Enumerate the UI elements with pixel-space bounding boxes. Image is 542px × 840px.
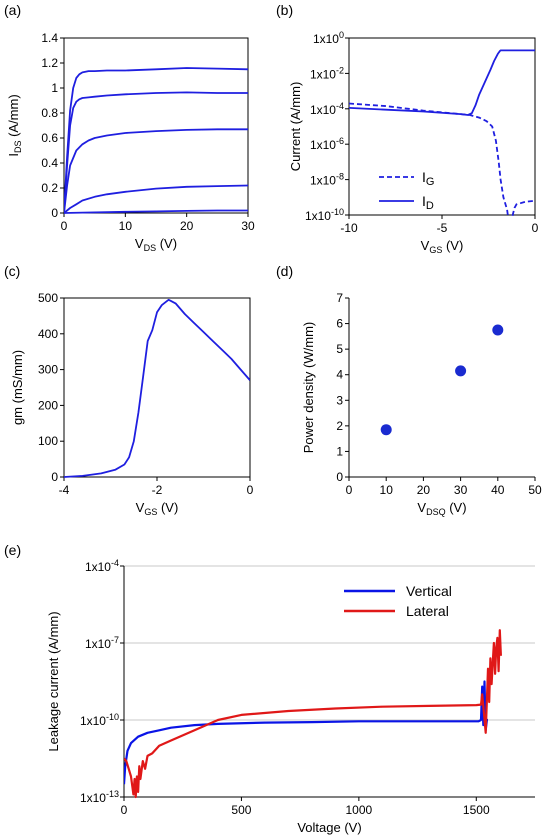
y-tick-label: 1x10-2 <box>310 65 344 81</box>
y-tick-label: 1x10-7 <box>85 635 119 651</box>
plot-area <box>380 324 504 436</box>
y-tick-label: 1.4 <box>41 31 58 45</box>
y-tick-label: 0.8 <box>41 106 58 120</box>
y-tick-label: 0.2 <box>41 181 58 195</box>
panel-d: (d) 0 10 20 30 40 50 0 1 2 3 4 5 6 7 VDSQ (V) Power dens… <box>276 263 542 517</box>
series-line-4 <box>64 184 248 214</box>
legend-label: Vertical <box>406 583 452 599</box>
data-point <box>492 324 504 336</box>
panel-label: (d) <box>276 263 293 279</box>
x-axis-label: VDS (V) <box>135 236 177 253</box>
x-axis-label: VDSQ (V) <box>417 500 466 517</box>
series-line-5 <box>64 209 248 214</box>
panel-label: (a) <box>4 2 21 18</box>
legend-label: ID <box>422 193 434 212</box>
plot-frame <box>63 37 249 214</box>
y-tick-label: 6 <box>336 317 343 331</box>
x-tick-label: 0 <box>247 483 254 497</box>
series-line-2 <box>349 49 535 116</box>
y-axis-label: IDS (A/mm) <box>6 94 23 156</box>
y-tick-label: 4 <box>336 368 343 382</box>
legend-label: IG <box>422 169 434 188</box>
x-axis-label: VGS (V) <box>136 500 179 517</box>
y-tick-label: 1x10-8 <box>310 172 344 188</box>
series-line-1 <box>349 102 535 217</box>
x-tick-label: 10 <box>119 219 133 233</box>
panel-label: (e) <box>4 542 21 558</box>
x-tick-label: 1500 <box>463 803 490 817</box>
x-tick-label: -10 <box>340 221 358 235</box>
panel-label: (c) <box>4 263 20 279</box>
x-tick-label: 0 <box>532 221 539 235</box>
y-tick-label: 1x10-10 <box>80 712 119 728</box>
y-axis-label: Current (A/mm) <box>288 82 303 172</box>
y-tick-label: 1x10-4 <box>85 558 119 574</box>
x-tick-label: 20 <box>417 483 431 497</box>
y-tick-label: 500 <box>38 291 58 305</box>
x-tick-label: 40 <box>491 483 505 497</box>
panel-c: (c) -4 -2 0 0 100 200 300 400 500 VGS (V) gm (mS/mm… <box>4 263 254 517</box>
x-tick-label: -4 <box>59 483 70 497</box>
series-line-2 <box>124 629 502 799</box>
y-tick-label: 0.6 <box>41 131 58 145</box>
plot-area <box>64 298 250 478</box>
y-tick-label: 0 <box>51 206 58 220</box>
y-tick-label: 1 <box>51 81 58 95</box>
y-tick-label: 1x100 <box>313 30 344 46</box>
y-axis-label: Power density (W/mm) <box>301 322 316 453</box>
x-tick-label: 20 <box>180 219 194 233</box>
y-tick-label: 0 <box>51 470 58 484</box>
data-point <box>455 365 467 377</box>
y-tick-label: 1x10-10 <box>305 207 344 223</box>
x-tick-label: 0 <box>346 483 353 497</box>
x-tick-label: 50 <box>528 483 542 497</box>
x-axis-label: VGS (V) <box>421 238 464 255</box>
plot-area <box>124 629 502 799</box>
panel-a: (a) 0 10 20 30 0 0.2 0.4 0.6 0.8 1 1.2 1.4 VDS (V) IDS… <box>4 2 255 253</box>
x-tick-label: 0 <box>61 219 68 233</box>
y-tick-label: 1x10-6 <box>310 136 344 152</box>
y-tick-label: 1x10-13 <box>80 789 119 805</box>
panel-e: (e) 0 500 1000 1500 1x10-13 1x10-10 1x10-7 1x10-… <box>4 542 535 835</box>
y-tick-label: 5 <box>336 342 343 356</box>
legend-label: Lateral <box>406 603 449 619</box>
y-tick-label: 100 <box>38 434 58 448</box>
y-tick-label: 1 <box>336 444 343 458</box>
series-line-1 <box>64 298 250 478</box>
x-tick-label: 1000 <box>346 803 373 817</box>
y-tick-label: 1.2 <box>41 56 58 70</box>
y-tick-label: 1x10-4 <box>310 101 344 117</box>
x-tick-label: 500 <box>231 803 251 817</box>
y-axis-label: Leakage current (A/mm) <box>46 611 61 751</box>
plot-frame <box>348 37 536 216</box>
y-axis-label: gm (mS/mm) <box>10 350 25 425</box>
series-line-1 <box>64 67 248 214</box>
x-tick-label: 30 <box>454 483 468 497</box>
x-tick-label: 0 <box>121 803 128 817</box>
y-tick-label: 7 <box>336 291 343 305</box>
plot-frame <box>63 297 251 478</box>
y-tick-label: 2 <box>336 419 343 433</box>
y-tick-label: 400 <box>38 327 58 341</box>
plot-area <box>349 49 535 217</box>
y-tick-label: 0.4 <box>41 156 58 170</box>
x-tick-label: 30 <box>241 219 255 233</box>
x-axis-label: Voltage (V) <box>297 820 361 835</box>
x-tick-label: -5 <box>437 221 448 235</box>
y-tick-label: 200 <box>38 398 58 412</box>
series-line-1 <box>124 680 488 785</box>
series-line-2 <box>64 91 248 214</box>
panel-label: (b) <box>276 2 293 18</box>
y-tick-label: 3 <box>336 393 343 407</box>
x-tick-label: -2 <box>152 483 163 497</box>
x-tick-label: 10 <box>380 483 394 497</box>
plot-area <box>64 67 248 214</box>
data-point <box>380 424 392 436</box>
y-tick-label: 0 <box>336 470 343 484</box>
y-tick-label: 300 <box>38 363 58 377</box>
panel-b: (b) -10 -5 0 1x10-10 1x10-8 1x10-6 1x10-4 1x10-2… <box>276 2 539 255</box>
series-line-3 <box>64 128 248 214</box>
